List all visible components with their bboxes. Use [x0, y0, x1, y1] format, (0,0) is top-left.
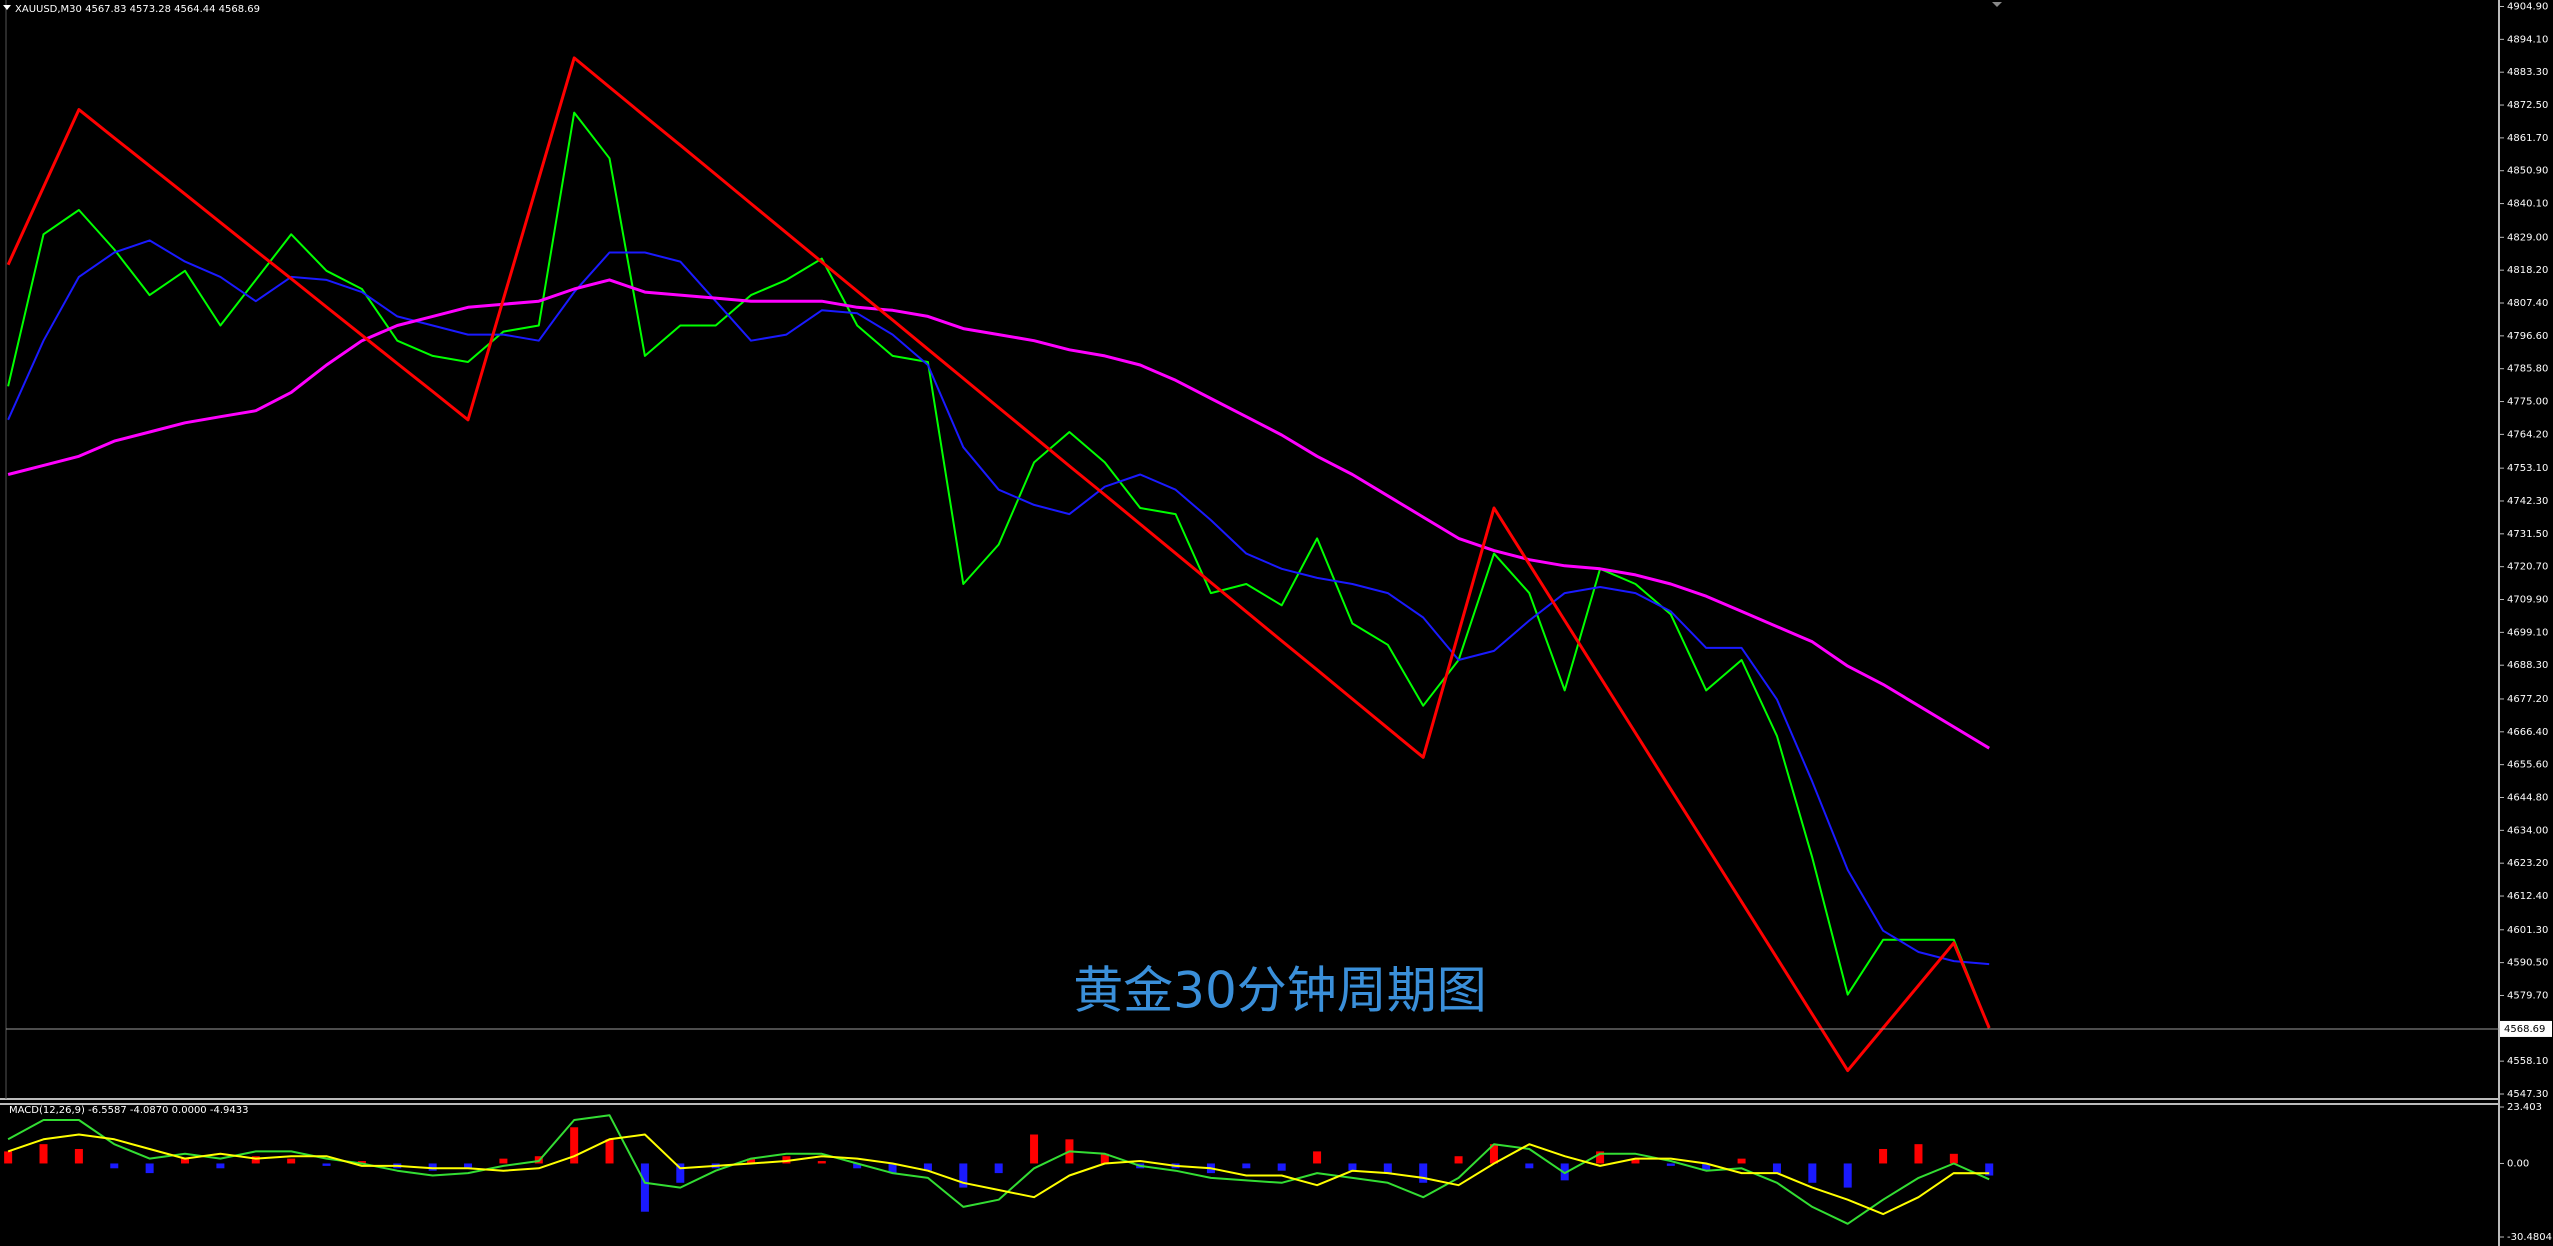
- histogram-bar: [888, 1163, 897, 1174]
- histogram-bar: [181, 1158, 190, 1164]
- current-price-box: [2500, 1020, 2552, 1037]
- histogram-bar: [1525, 1163, 1534, 1169]
- histogram-bar: [570, 1127, 579, 1164]
- histogram-bar: [4, 1151, 13, 1164]
- histogram-bar: [464, 1163, 473, 1169]
- symbol-header: XAUUSD,M30 4567.83 4573.28 4564.44 4568.…: [15, 4, 260, 15]
- histogram-bar: [1348, 1163, 1357, 1171]
- histogram-bar: [1772, 1163, 1781, 1174]
- histogram-bar: [1666, 1163, 1675, 1166]
- histogram-bar: [1313, 1151, 1322, 1164]
- histogram-bar: [1631, 1158, 1640, 1164]
- histogram-bar: [251, 1156, 260, 1164]
- y-tick-label: 4731.50: [2507, 529, 2548, 540]
- histogram-bar: [110, 1163, 119, 1169]
- y-tick-label: 0.00: [2507, 1158, 2529, 1169]
- histogram-bar: [1419, 1163, 1428, 1183]
- y-tick-label: 23.403: [2507, 1102, 2542, 1113]
- y-tick-label: 4547.30: [2507, 1089, 2548, 1100]
- y-tick-label: 4775.00: [2507, 397, 2548, 408]
- histogram-bar: [216, 1163, 225, 1169]
- histogram-bar: [923, 1163, 932, 1171]
- chart-annotation: 黄金30分钟周期图: [1073, 962, 1487, 1020]
- menu-arrow[interactable]: [3, 5, 11, 10]
- current-price-label: 4568.69: [2504, 1024, 2545, 1035]
- histogram-bar: [1985, 1163, 1994, 1176]
- y-tick-label: 4688.30: [2507, 660, 2548, 671]
- y-tick-label: 4666.40: [2507, 727, 2548, 738]
- y-tick-label: 4861.70: [2507, 133, 2548, 144]
- histogram-bar: [357, 1161, 366, 1164]
- y-tick-label: 4904.90: [2507, 2, 2548, 13]
- y-tick-label: 4818.20: [2507, 265, 2548, 276]
- histogram-bar: [1030, 1134, 1039, 1164]
- series-line: [7, 1133, 1990, 1216]
- histogram-bar: [959, 1163, 968, 1188]
- y-tick-label: 4612.40: [2507, 891, 2548, 902]
- histogram-bar: [287, 1158, 296, 1164]
- histogram-bar: [74, 1148, 83, 1164]
- y-tick-label: 4872.50: [2507, 100, 2548, 111]
- histogram-bar: [145, 1163, 154, 1174]
- histogram-bar: [1454, 1156, 1463, 1164]
- y-tick-label: 4883.30: [2507, 67, 2548, 78]
- series-line: [7, 239, 1990, 966]
- histogram-bar: [1383, 1163, 1392, 1174]
- y-tick-label: -30.4804: [2507, 1232, 2552, 1243]
- histogram-bar: [817, 1161, 826, 1164]
- y-tick-label: 4579.70: [2507, 990, 2548, 1001]
- histogram-bar: [1808, 1163, 1817, 1183]
- y-tick-label: 4796.60: [2507, 331, 2548, 342]
- histogram-bar: [1843, 1163, 1852, 1188]
- series-line: [6, 56, 1991, 1073]
- histogram-bar: [747, 1158, 756, 1164]
- histogram-bar: [1914, 1144, 1923, 1164]
- histogram-bar: [1737, 1158, 1746, 1164]
- y-tick-label: 4644.80: [2507, 792, 2548, 803]
- y-tick-label: 4742.30: [2507, 496, 2548, 507]
- histogram-bar: [853, 1163, 862, 1169]
- histogram-bar: [605, 1139, 614, 1164]
- histogram-bar: [994, 1163, 1003, 1174]
- y-tick-label: 4850.90: [2507, 166, 2548, 177]
- y-tick-label: 4558.10: [2507, 1056, 2548, 1067]
- y-tick-label: 4709.90: [2507, 595, 2548, 606]
- histogram-bar: [1879, 1148, 1888, 1164]
- series-line: [7, 278, 1990, 750]
- y-tick-label: 4894.10: [2507, 34, 2548, 45]
- shift-marker: [1992, 2, 2002, 7]
- histogram-bar: [1702, 1163, 1711, 1171]
- y-tick-label: 4807.40: [2507, 298, 2548, 309]
- y-tick-label: 4677.20: [2507, 694, 2548, 705]
- histogram-bar: [39, 1144, 48, 1164]
- histogram-bar: [499, 1158, 508, 1164]
- y-tick-label: 4753.10: [2507, 463, 2548, 474]
- y-tick-label: 4720.70: [2507, 562, 2548, 573]
- histogram-bar: [1949, 1153, 1958, 1164]
- y-tick-label: 4829.00: [2507, 232, 2548, 243]
- histogram-bar: [322, 1163, 331, 1166]
- histogram-bar: [782, 1156, 791, 1164]
- y-tick-label: 4623.20: [2507, 858, 2548, 869]
- histogram-bar: [1277, 1163, 1286, 1171]
- y-tick-label: 4699.10: [2507, 627, 2548, 638]
- y-tick-label: 4764.20: [2507, 429, 2548, 440]
- y-tick-label: 4655.60: [2507, 760, 2548, 771]
- histogram-bar: [1489, 1144, 1498, 1164]
- histogram-bar: [1596, 1151, 1605, 1164]
- histogram-bar: [1100, 1153, 1109, 1164]
- y-tick-label: 4590.50: [2507, 958, 2548, 969]
- y-tick-label: 4840.10: [2507, 199, 2548, 210]
- y-tick-label: 4634.00: [2507, 825, 2548, 836]
- indicator-title: MACD(12,26,9) -6.5587 -4.0870 0.0000 -4.…: [9, 1105, 248, 1116]
- histogram-bar: [640, 1163, 649, 1212]
- histogram-bar: [676, 1163, 685, 1183]
- y-tick-label: 4601.30: [2507, 925, 2548, 936]
- histogram-bar: [428, 1163, 437, 1171]
- y-tick-label: 4785.80: [2507, 364, 2548, 375]
- histogram-bar: [1242, 1163, 1251, 1169]
